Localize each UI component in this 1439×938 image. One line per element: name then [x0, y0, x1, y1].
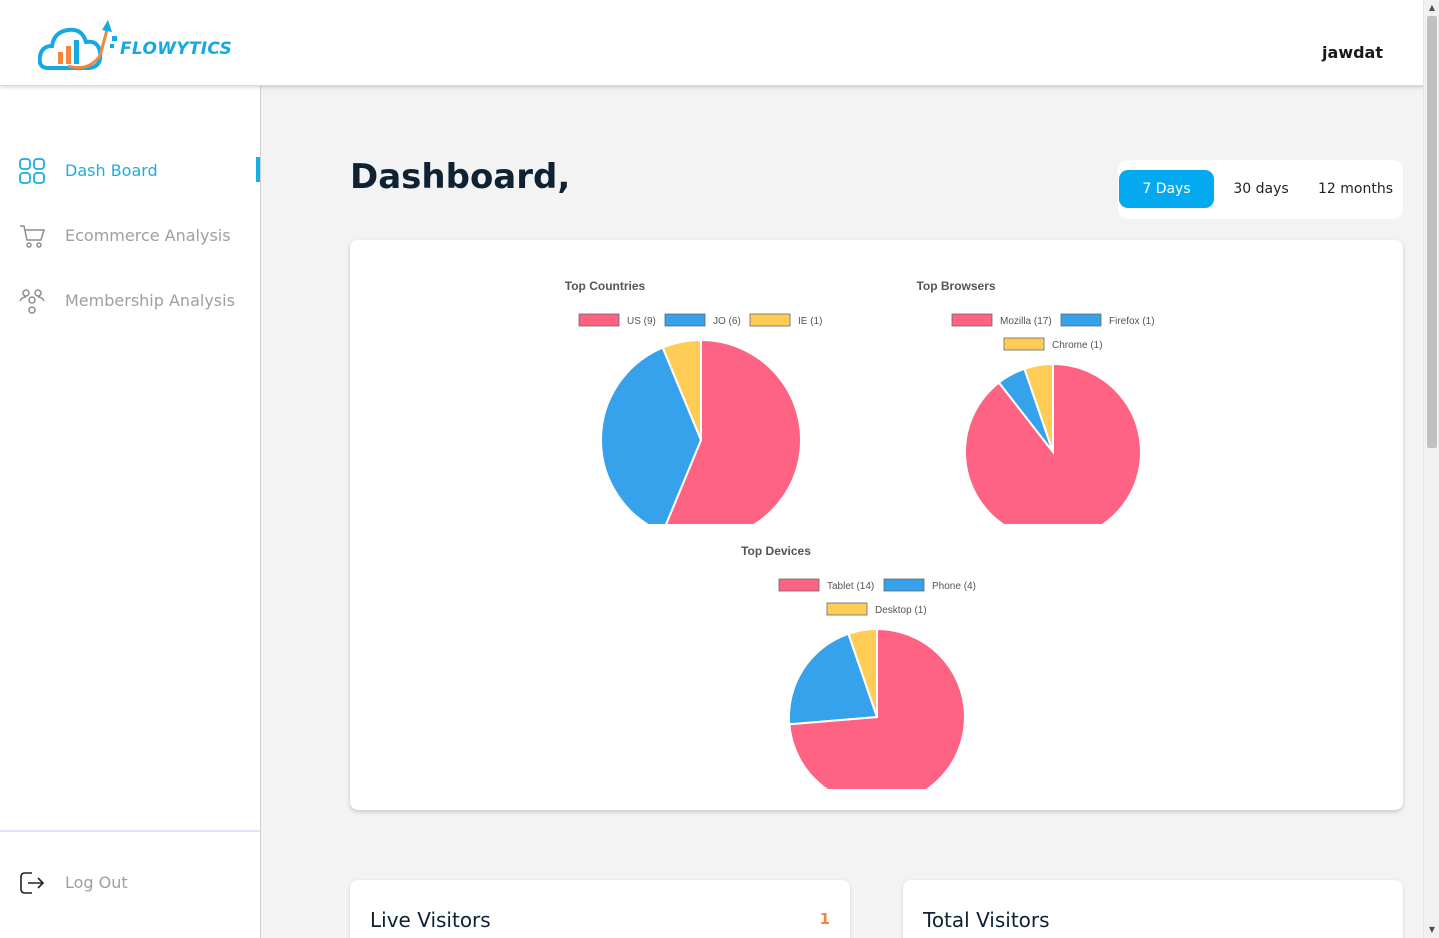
- legend-swatch: [778, 578, 820, 592]
- sidebar-item-label: Membership Analysis: [65, 290, 235, 310]
- pie-slices: [600, 338, 802, 524]
- pie-chart-3: Top Devices Tablet (14) Phone (4) Desktop (…: [741, 544, 976, 789]
- charts-card: Top Countries US (9) JO (6) IE (1) Top Brows…: [350, 240, 1403, 810]
- legend-swatch: [664, 313, 706, 327]
- scroll-up-icon[interactable]: ▲: [1428, 3, 1436, 12]
- logout-label: Log Out: [65, 872, 128, 892]
- pie-slice-ie: [661, 338, 702, 441]
- pie-charts: Top Countries US (9) JO (6) IE (1) Top Brows…: [565, 279, 1155, 789]
- legend-swatch: [1060, 313, 1102, 327]
- pie-slice-us: [665, 338, 802, 524]
- page-scrollbar[interactable]: ▲ ▼: [1423, 0, 1439, 938]
- pie-slices: [964, 362, 1142, 524]
- legend-swatch: [826, 602, 868, 616]
- users-icon: [19, 289, 45, 314]
- cart-icon: [20, 225, 46, 248]
- legend-swatch: [1003, 337, 1045, 351]
- sidebar: Dash Board Ecommerce Analysis Membership…: [0, 86, 261, 938]
- legend-swatch: [883, 578, 925, 592]
- live-visitors-card: Live Visitors 1: [350, 880, 850, 938]
- brand-name: FLOWYTICS: [120, 39, 233, 59]
- pie-chart-1: Top Countries US (9) JO (6) IE (1): [565, 279, 822, 524]
- sidebar-divider: [0, 830, 260, 832]
- legend-label: Phone (4): [932, 581, 976, 592]
- legend-label: JO (6): [713, 316, 741, 327]
- total-visitors-title: Total Visitors: [923, 908, 1050, 932]
- range-12-months-button[interactable]: 12 months: [1318, 181, 1393, 197]
- main-content: Dashboard, 7 Days 30 days 12 months Top …: [261, 86, 1423, 938]
- scroll-thumb[interactable]: [1427, 16, 1437, 448]
- live-visitors-value: 1: [819, 910, 830, 928]
- pie-slice-phone: [788, 632, 879, 726]
- logout-icon: [20, 872, 45, 894]
- chart-title: Top Browsers: [916, 279, 995, 293]
- pie-slice-jo: [600, 346, 703, 524]
- total-visitors-card: Total Visitors: [903, 880, 1403, 938]
- legend-label: Chrome (1): [1052, 340, 1103, 351]
- legend-label: IE (1): [798, 316, 822, 327]
- sidebar-item-label: Ecommerce Analysis: [65, 225, 231, 245]
- legend-label: US (9): [627, 316, 656, 327]
- scroll-down-icon[interactable]: ▼: [1428, 925, 1436, 934]
- legend-label: Desktop (1): [875, 605, 927, 616]
- sidebar-item-label: Dash Board: [65, 160, 158, 180]
- live-visitors-title: Live Visitors: [370, 908, 491, 932]
- pie-slice-desktop: [847, 627, 878, 718]
- top-header: FLOWYTICS jawdat: [0, 0, 1423, 86]
- pie-chart-2: Top Browsers Mozilla (17) Firefox (1) Chrom…: [916, 279, 1155, 524]
- legend-label: Mozilla (17): [1000, 316, 1052, 327]
- logout-button[interactable]: Log Out: [0, 862, 260, 902]
- logo-cloud-icon: [38, 20, 117, 70]
- legend-label: Firefox (1): [1109, 316, 1155, 327]
- date-range-toggle: 7 Days 30 days 12 months: [1118, 160, 1403, 219]
- legend-swatch: [951, 313, 993, 327]
- sidebar-item-ecommerce[interactable]: Ecommerce Analysis: [0, 215, 260, 255]
- sidebar-item-dashboard[interactable]: Dash Board: [0, 150, 260, 190]
- pie-slices: [788, 627, 966, 789]
- legend-label: Tablet (14): [827, 581, 874, 592]
- page-title: Dashboard,: [350, 157, 571, 197]
- legend-swatch: [578, 313, 620, 327]
- range-7-days-button[interactable]: 7 Days: [1119, 170, 1214, 208]
- legend-swatch: [749, 313, 791, 327]
- chart-title: Top Countries: [565, 279, 646, 293]
- range-30-days-button[interactable]: 30 days: [1233, 181, 1289, 197]
- chart-title: Top Devices: [741, 544, 811, 558]
- grid-icon: [19, 158, 45, 184]
- pie-slice-chrome: [1023, 362, 1054, 453]
- user-name[interactable]: jawdat: [1322, 43, 1383, 62]
- flowytics-logo[interactable]: FLOWYTICS: [38, 16, 232, 74]
- sidebar-item-membership[interactable]: Membership Analysis: [0, 280, 260, 320]
